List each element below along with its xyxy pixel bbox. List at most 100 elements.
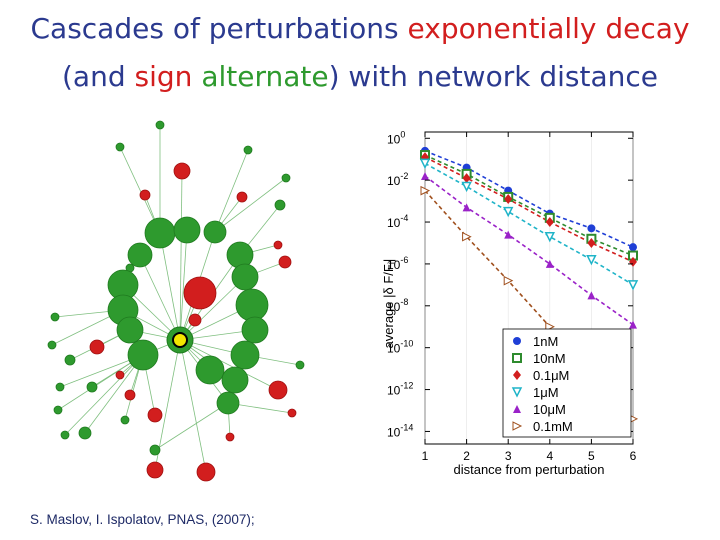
network-node-increase	[221, 366, 249, 394]
network-node-increase	[115, 142, 125, 152]
network-edge	[57, 354, 144, 411]
legend-marker	[513, 370, 521, 380]
y-tick-label: 10-2	[387, 171, 408, 188]
legend-box	[502, 328, 632, 438]
data-point	[504, 194, 513, 205]
legend-label: 10nM	[533, 351, 566, 366]
network-node-decrease	[278, 255, 292, 269]
y-tick-exponent: -6	[400, 255, 408, 265]
title-highlight-decay: exponentially decay	[407, 12, 690, 45]
legend-label: 1nM	[533, 334, 558, 349]
x-axis-label: distance from perturbation	[453, 462, 604, 477]
data-point	[587, 224, 596, 233]
network-edge	[214, 177, 287, 233]
network-node-increase	[226, 241, 254, 269]
slide-title-line-1: Cascades of perturbations exponentially …	[0, 12, 720, 45]
perturbation-source-node	[172, 332, 188, 348]
network-node-increase	[50, 312, 60, 322]
network-node-increase	[155, 120, 165, 130]
data-point	[629, 243, 637, 252]
network-edge	[84, 354, 144, 434]
x-tick-label: 1	[422, 449, 429, 463]
data-point	[420, 185, 431, 196]
data-point	[545, 217, 554, 228]
network-edge	[179, 170, 183, 341]
series-line	[424, 190, 634, 420]
legend-marker	[511, 387, 523, 398]
series-lines	[424, 150, 634, 420]
network-node-decrease	[115, 370, 125, 380]
data-point	[419, 158, 431, 170]
x-tick-label: 3	[505, 449, 512, 463]
title-text-part	[192, 60, 201, 93]
network-node-increase	[243, 145, 253, 155]
y-tick-exponent: -10	[400, 339, 413, 349]
network-node-decrease	[147, 407, 163, 423]
x-tick-label: 2	[463, 449, 470, 463]
network-node-increase	[295, 360, 305, 370]
data-point	[627, 280, 639, 291]
data-point	[502, 206, 514, 218]
network-edge	[139, 254, 181, 341]
network-edge	[154, 402, 229, 451]
network-node-increase	[231, 263, 259, 291]
network-node-increase	[144, 217, 176, 249]
data-point	[503, 275, 514, 286]
y-tick-exponent: -8	[400, 297, 408, 307]
data-point	[544, 231, 556, 243]
y-tick-exponent: -2	[400, 171, 408, 181]
y-axis-label: average |δ F/Fᵢ|	[381, 259, 396, 349]
slide-title-line-2: (and sign alternate) with network distan…	[0, 60, 720, 93]
network-node-increase	[127, 339, 159, 371]
network-node-increase	[64, 354, 76, 366]
network-edge	[119, 146, 161, 234]
network-node-decrease	[268, 380, 288, 400]
network-node-increase	[274, 199, 286, 211]
data-point	[461, 181, 472, 193]
network-node-increase	[86, 381, 98, 393]
legend-label: 0.1mM	[533, 419, 573, 434]
x-tick-label: 4	[546, 449, 553, 463]
network-node-increase	[281, 173, 291, 183]
network-node-increase	[230, 340, 260, 370]
network-node-increase	[53, 405, 63, 415]
network-node-increase	[60, 430, 70, 440]
data-point	[545, 259, 554, 268]
data-point	[587, 291, 596, 300]
data-point	[586, 254, 597, 266]
data-point	[629, 320, 637, 329]
title-highlight-alternate: alternate	[201, 60, 329, 93]
network-node-decrease	[173, 162, 191, 180]
network-node-increase	[203, 220, 227, 244]
network-diagram	[47, 120, 305, 482]
network-node-increase	[47, 340, 57, 350]
title-highlight-sign: sign	[134, 60, 193, 93]
network-node-decrease	[183, 276, 217, 310]
data-point	[462, 203, 471, 212]
network-node-increase	[78, 426, 92, 440]
legend-marker	[513, 337, 521, 345]
x-tick-label: 5	[588, 449, 595, 463]
network-node-decrease	[139, 189, 151, 201]
network-node-increase	[120, 415, 130, 425]
data-point	[462, 231, 472, 242]
network-edge	[214, 149, 249, 233]
x-axis-ticks: 1 2 3 4 5 6	[422, 132, 637, 463]
y-tick-exponent: -14	[400, 422, 413, 432]
network-node-decrease	[287, 408, 297, 418]
network-node-increase	[216, 391, 240, 415]
legend-marker	[513, 405, 521, 413]
data-point	[504, 230, 513, 239]
y-tick-label: 10-12	[387, 381, 413, 398]
legend-label: 1μM	[533, 385, 559, 400]
network-nodes	[47, 120, 305, 482]
title-text-part: (and	[62, 60, 135, 93]
network-node-increase	[241, 316, 269, 344]
network-edge	[179, 229, 188, 341]
title-text-part: Cascades of perturbations	[30, 12, 408, 45]
series-line	[424, 162, 634, 286]
network-node-decrease	[225, 432, 235, 442]
network-node-increase	[55, 382, 65, 392]
y-tick-exponent: 0	[400, 129, 405, 139]
data-point	[587, 237, 596, 248]
